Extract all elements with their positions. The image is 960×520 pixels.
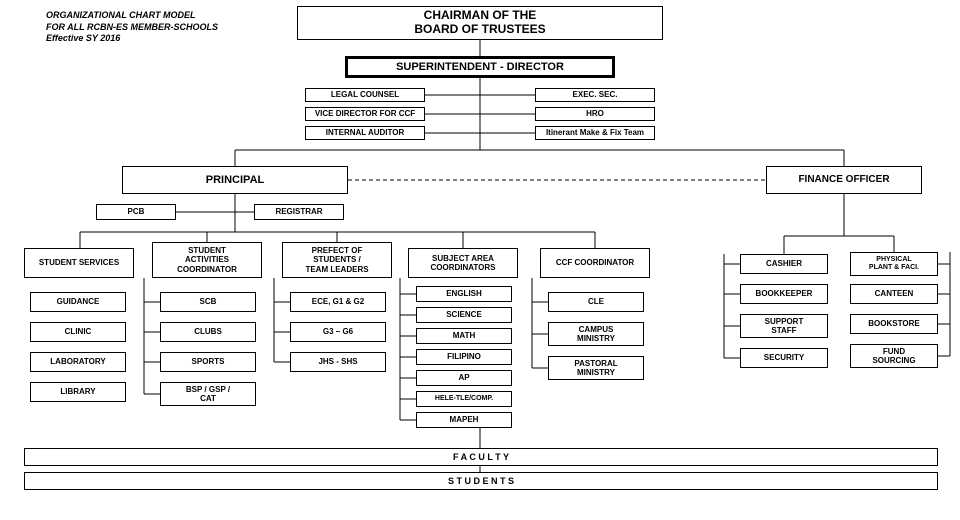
node-lab: LABORATORY	[30, 352, 126, 372]
node-sac: STUDENTACTIVITIESCOORDINATOR	[152, 242, 262, 278]
node-security: SECURITY	[740, 348, 828, 368]
node-vdccf: VICE DIRECTOR FOR CCF	[305, 107, 425, 121]
node-finance: FINANCE OFFICER	[766, 166, 922, 194]
node-pcb: PCB	[96, 204, 176, 220]
node-math: MATH	[416, 328, 512, 344]
node-campus: CAMPUSMINISTRY	[548, 322, 644, 346]
node-physplant: PHYSICALPLANT & FACI.	[850, 252, 938, 276]
node-subj: SUBJECT AREACOORDINATORS	[408, 248, 518, 278]
node-sports: SPORTS	[160, 352, 256, 372]
node-hele: HELE-TLE/COMP.	[416, 391, 512, 407]
node-cle: CLE	[548, 292, 644, 312]
node-bsp: BSP / GSP /CAT	[160, 382, 256, 406]
node-clubs: CLUBS	[160, 322, 256, 342]
node-scb: SCB	[160, 292, 256, 312]
node-support: SUPPORTSTAFF	[740, 314, 828, 338]
node-legal: LEGAL COUNSEL	[305, 88, 425, 102]
node-ece: ECE, G1 & G2	[290, 292, 386, 312]
node-registrar: REGISTRAR	[254, 204, 344, 220]
node-cashier: CASHIER	[740, 254, 828, 274]
chart-title-note: ORGANIZATIONAL CHART MODELFOR ALL RCBN-E…	[46, 10, 256, 45]
node-bookkeeper: BOOKKEEPER	[740, 284, 828, 304]
node-jhs: JHS - SHS	[290, 352, 386, 372]
node-faculty: F A C U L T Y	[24, 448, 938, 466]
node-filipino: FILIPINO	[416, 349, 512, 365]
node-ccfc: CCF COORDINATOR	[540, 248, 650, 278]
node-pastoral: PASTORALMINISTRY	[548, 356, 644, 380]
node-bookstore: BOOKSTORE	[850, 314, 938, 334]
node-fund: FUNDSOURCING	[850, 344, 938, 368]
node-clinic: CLINIC	[30, 322, 126, 342]
node-ap: AP	[416, 370, 512, 386]
node-library: LIBRARY	[30, 382, 126, 402]
node-students: S T U D E N T S	[24, 472, 938, 490]
node-execsec: EXEC. SEC.	[535, 88, 655, 102]
node-science: SCIENCE	[416, 307, 512, 323]
node-prefect: PREFECT OFSTUDENTS /TEAM LEADERS	[282, 242, 392, 278]
node-guidance: GUIDANCE	[30, 292, 126, 312]
node-english: ENGLISH	[416, 286, 512, 302]
node-principal: PRINCIPAL	[122, 166, 348, 194]
node-studserv: STUDENT SERVICES	[24, 248, 134, 278]
node-super: SUPERINTENDENT - DIRECTOR	[345, 56, 615, 78]
node-chairman: CHAIRMAN OF THEBOARD OF TRUSTEES	[297, 6, 663, 40]
node-canteen: CANTEEN	[850, 284, 938, 304]
node-hro: HRO	[535, 107, 655, 121]
org-chart-canvas: ORGANIZATIONAL CHART MODELFOR ALL RCBN-E…	[0, 0, 960, 520]
node-makefix: Itinerant Make & Fix Team	[535, 126, 655, 140]
node-g36: G3 – G6	[290, 322, 386, 342]
node-audit: INTERNAL AUDITOR	[305, 126, 425, 140]
node-mapeh: MAPEH	[416, 412, 512, 428]
